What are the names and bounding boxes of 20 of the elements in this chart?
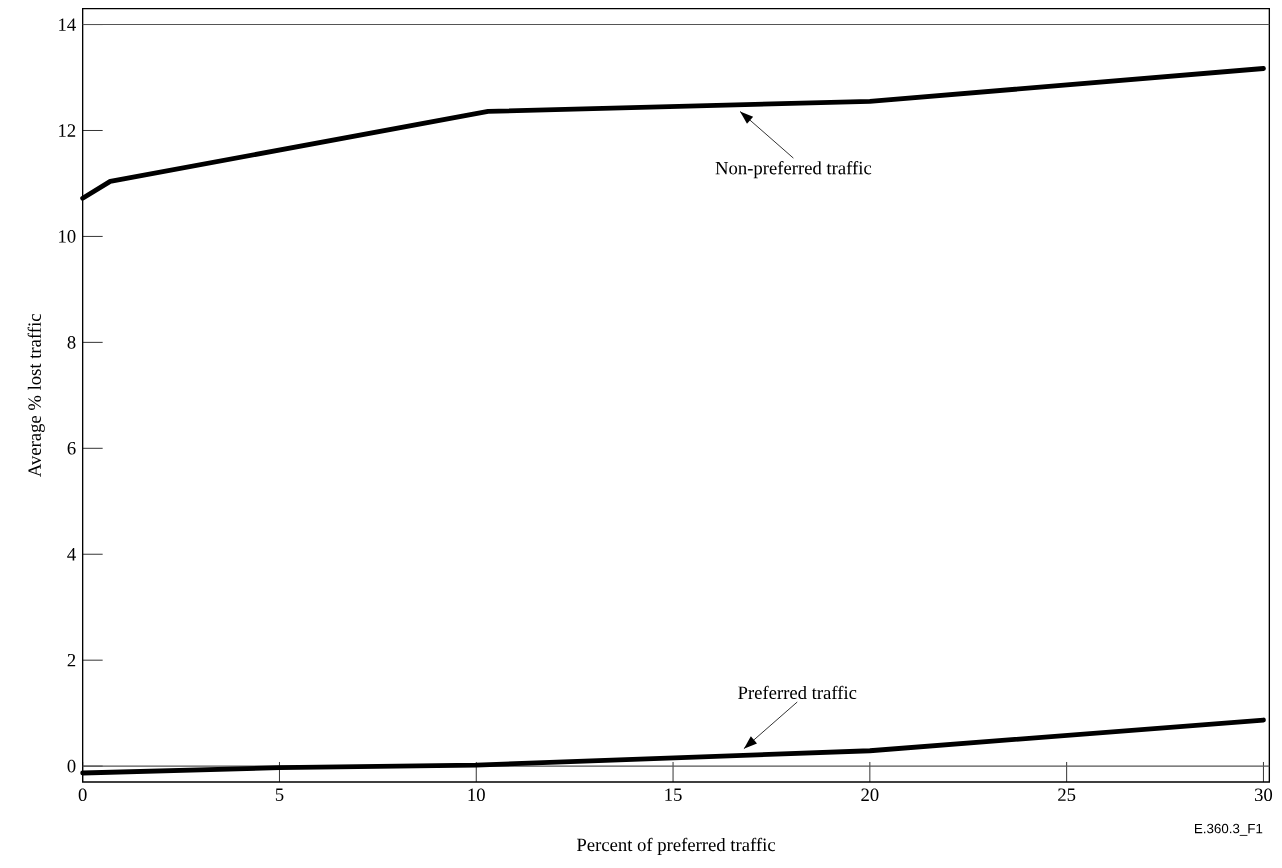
y-tick-label: 10 [59,230,76,243]
y-tick-label: 0 [67,759,76,773]
y-tick-label: 12 [59,124,76,137]
x-tick-label: 25 [1058,788,1076,802]
x-tick-label: 0 [78,788,87,802]
y-tick-label: 2 [67,653,76,667]
y-axis-title: Average % lost traffic [27,314,45,477]
y-tick-label: 14 [59,18,76,31]
text: Non-preferred traffic [715,161,872,179]
y-tick-label: 6 [67,442,76,455]
x-tick-label: 20 [861,788,879,802]
x-axis-title: Percent of preferred traffic [576,837,776,855]
text: E.360.3_F1 [1195,823,1263,836]
text: Preferred traffic [738,685,857,700]
x-tick-label: 10 [468,788,485,802]
x-tick-label: 30 [1255,788,1273,802]
y-tick-label: 4 [67,548,76,561]
y-tick-label: 8 [67,336,76,349]
x-tick-label: 5 [275,788,284,801]
x-tick-label: 15 [665,788,682,801]
